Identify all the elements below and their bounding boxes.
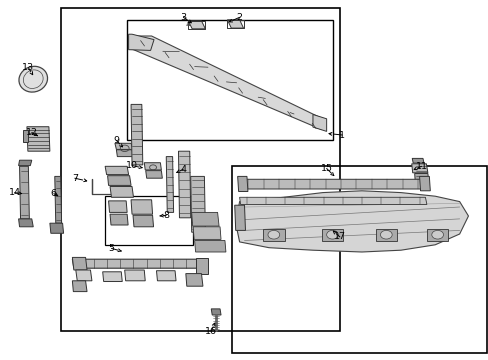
Polygon shape (27, 127, 50, 151)
Polygon shape (102, 272, 122, 282)
Text: 7: 7 (72, 174, 78, 183)
Bar (232, 166, 486, 353)
Polygon shape (108, 201, 127, 212)
Polygon shape (131, 200, 152, 214)
Circle shape (326, 230, 338, 239)
Polygon shape (185, 274, 203, 286)
Text: 8: 8 (163, 211, 169, 220)
Polygon shape (76, 270, 92, 281)
Polygon shape (321, 229, 343, 241)
Bar (127, 20, 332, 140)
Polygon shape (144, 163, 161, 170)
Circle shape (431, 230, 443, 239)
Polygon shape (145, 171, 162, 178)
Polygon shape (426, 229, 447, 241)
Polygon shape (105, 166, 128, 175)
Polygon shape (110, 214, 128, 225)
Text: 10: 10 (126, 161, 138, 170)
Polygon shape (195, 258, 207, 274)
Bar (61, 8, 339, 331)
Text: 12: 12 (26, 128, 38, 137)
Polygon shape (191, 212, 219, 226)
Polygon shape (411, 158, 423, 163)
Polygon shape (156, 271, 176, 281)
Text: 2: 2 (236, 13, 242, 22)
Polygon shape (107, 176, 131, 185)
Polygon shape (72, 259, 206, 268)
Text: 17: 17 (333, 233, 345, 242)
Polygon shape (234, 205, 245, 230)
Polygon shape (238, 179, 426, 189)
Polygon shape (72, 281, 87, 292)
Polygon shape (414, 174, 428, 187)
Polygon shape (194, 240, 225, 252)
Text: 11: 11 (415, 162, 427, 171)
Polygon shape (312, 114, 326, 131)
Polygon shape (72, 257, 87, 270)
Polygon shape (190, 176, 205, 232)
Polygon shape (55, 176, 61, 223)
Text: 9: 9 (113, 136, 119, 145)
Polygon shape (131, 36, 322, 130)
Polygon shape (115, 143, 133, 149)
Text: 4: 4 (180, 165, 186, 174)
Polygon shape (110, 186, 133, 197)
Polygon shape (419, 176, 429, 191)
Polygon shape (20, 166, 29, 219)
Polygon shape (235, 191, 468, 252)
Circle shape (380, 230, 391, 239)
Text: 1: 1 (339, 130, 345, 139)
Polygon shape (50, 223, 63, 233)
Polygon shape (239, 197, 426, 204)
Polygon shape (237, 176, 247, 192)
Polygon shape (166, 157, 173, 212)
Polygon shape (19, 160, 32, 166)
Polygon shape (193, 227, 221, 239)
Polygon shape (188, 21, 205, 29)
Circle shape (267, 230, 279, 239)
Ellipse shape (19, 66, 47, 92)
Text: 13: 13 (22, 63, 34, 72)
Polygon shape (263, 229, 284, 241)
Text: 16: 16 (205, 327, 217, 336)
Polygon shape (133, 215, 153, 227)
Text: 15: 15 (320, 164, 332, 173)
Polygon shape (128, 34, 154, 50)
Text: 14: 14 (9, 188, 20, 197)
Text: 5: 5 (108, 244, 114, 253)
Polygon shape (211, 309, 221, 315)
Bar (105, 196, 193, 245)
Text: 3: 3 (180, 13, 186, 22)
Polygon shape (411, 164, 427, 173)
Polygon shape (19, 219, 33, 227)
Polygon shape (124, 270, 145, 281)
Polygon shape (375, 229, 396, 241)
Text: 6: 6 (51, 189, 57, 198)
Polygon shape (131, 104, 142, 165)
Polygon shape (23, 130, 28, 142)
Polygon shape (227, 20, 243, 28)
Polygon shape (178, 151, 190, 218)
Polygon shape (116, 150, 133, 157)
